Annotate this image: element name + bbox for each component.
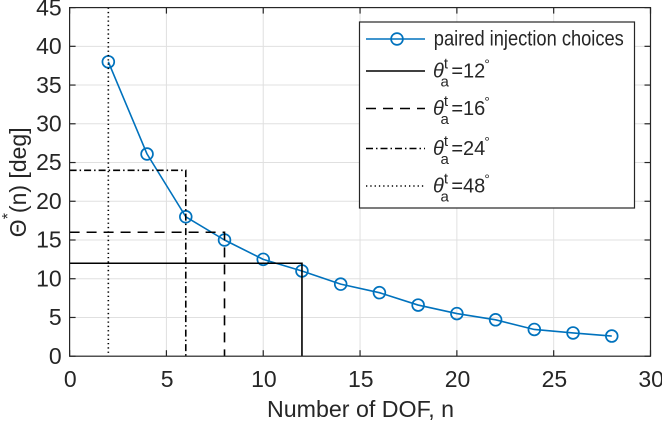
svg-text:θta=12°: θt a =12° (433, 55, 490, 90)
svg-text:10: 10 (36, 265, 62, 291)
svg-text:15: 15 (348, 366, 374, 392)
svg-text:15: 15 (36, 227, 62, 253)
svg-text:10: 10 (251, 366, 277, 392)
svg-text:45: 45 (36, 0, 62, 20)
svg-text:Θ*(n) [deg]: Θ*(n) [deg] (0, 127, 31, 237)
svg-text:20: 20 (36, 188, 62, 214)
svg-text:35: 35 (36, 72, 62, 98)
svg-text:20: 20 (445, 366, 471, 392)
svg-text:θta=16°: θt a =16° (433, 93, 490, 128)
svg-text:25: 25 (542, 366, 568, 392)
svg-text:0: 0 (49, 343, 62, 369)
svg-text:30: 30 (36, 110, 62, 136)
svg-text:θta=24°: θt a =24° (433, 133, 490, 168)
svg-text:25: 25 (36, 149, 62, 175)
svg-text:Number of DOF, n: Number of DOF, n (267, 396, 454, 421)
svg-text:0: 0 (64, 366, 77, 392)
svg-text:paired injection choices: paired injection choices (434, 27, 624, 51)
svg-text:30: 30 (638, 366, 662, 392)
svg-text:5: 5 (161, 366, 174, 392)
svg-text:θta=48°: θt a =48° (433, 170, 490, 205)
svg-text:5: 5 (49, 304, 62, 330)
svg-text:40: 40 (36, 33, 62, 59)
